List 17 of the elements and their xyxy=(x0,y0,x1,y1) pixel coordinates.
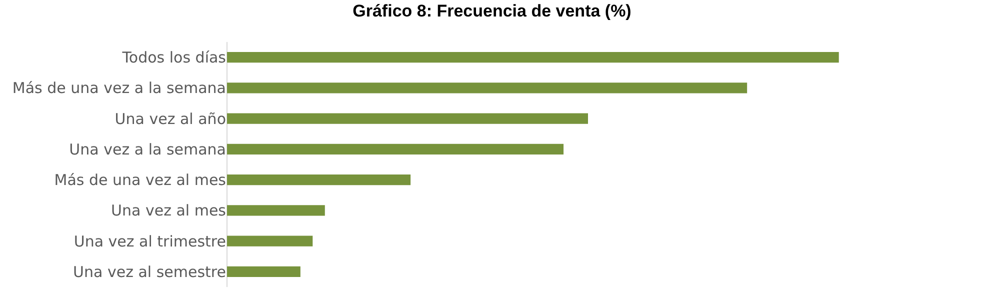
bar xyxy=(227,174,411,186)
bar xyxy=(227,266,300,278)
y-tick-label: Más de una vez al mes xyxy=(54,171,226,190)
bar xyxy=(227,236,313,246)
bar xyxy=(227,205,325,216)
bar xyxy=(227,144,564,155)
y-tick-label: Una vez al año xyxy=(114,110,226,128)
y-tick-label: Una vez al mes xyxy=(111,202,226,220)
y-tick-label: Todos los días xyxy=(121,48,226,67)
y-tick-label: Una vez a la semana xyxy=(69,140,226,158)
bar xyxy=(227,52,839,63)
bar xyxy=(227,82,748,94)
y-tick-label: Una vez al trimestre xyxy=(74,232,226,250)
bar xyxy=(227,113,588,124)
y-tick-label: Una vez al semestre xyxy=(73,262,226,281)
chart-title: Gráfico 8: Frecuencia de venta (%) xyxy=(352,2,632,21)
y-tick-label: Más de una vez a la semana xyxy=(12,79,226,98)
